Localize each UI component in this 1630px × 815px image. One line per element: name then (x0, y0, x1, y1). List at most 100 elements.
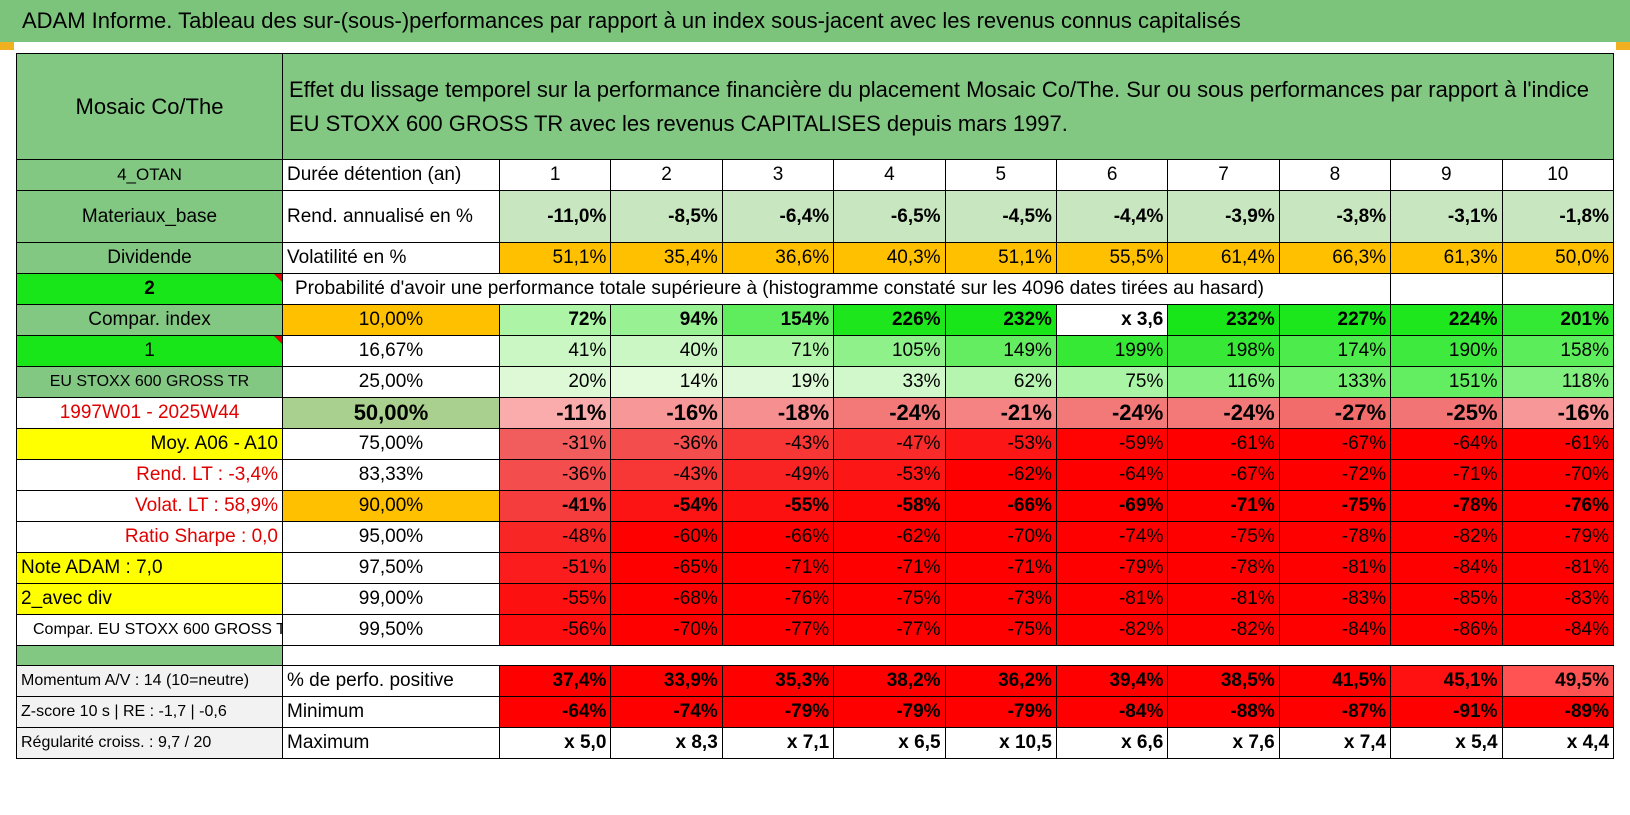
bottom-row: Z-score 10 s | RE : -1,7 | -0,6 Minimum -6… (16, 696, 1615, 728)
left-label[interactable]: 1 (16, 335, 283, 367)
left-label[interactable]: Note ADAM : 7,0 (16, 552, 283, 584)
quantile-cell: -78% (1167, 552, 1280, 584)
left-label[interactable]: Moy. A06 - A10 (16, 428, 283, 460)
quantile-row: Rend. LT : -3,4% 83,33% -36% -43% -49% -53% -6… (16, 459, 1615, 491)
quantile-cell: -78% (1390, 490, 1503, 522)
row-label: Maximum (282, 727, 500, 759)
fund-name[interactable]: Mosaic Co/The (16, 53, 283, 160)
probability-title: Probabilité d'avoir une performance tota… (295, 278, 1264, 299)
bottom-row: Régularité croiss. : 9,7 / 20 Maximum x 5,… (16, 727, 1615, 759)
quantile-pct: 95,00% (282, 521, 500, 553)
quantile-cell: -51% (498, 552, 612, 584)
volatility-cell: 61,3% (1390, 242, 1503, 274)
quantile-cell: -71% (944, 552, 1057, 584)
quantile-cell: 199% (1055, 335, 1169, 367)
quantile-cell: 33% (833, 366, 946, 398)
duration-cell: 9 (1390, 159, 1503, 191)
return-cell: -1,8% (1501, 190, 1615, 243)
quantile-cell: -82% (1390, 521, 1503, 553)
quantile-cell: -71% (1167, 490, 1280, 522)
quantile-pct: 16,67% (282, 335, 500, 367)
quantile-cell: -81% (1055, 583, 1169, 615)
bottom-cell: 38,5% (1167, 665, 1280, 697)
quantile-pct: 97,50% (282, 552, 500, 584)
left-label[interactable]: 4_OTAN (16, 159, 283, 191)
quantile-cell: -58% (833, 490, 946, 522)
return-cell: -3,8% (1278, 190, 1392, 243)
left-label[interactable]: 2 (16, 273, 283, 305)
empty-cell (1390, 273, 1503, 305)
bottom-cell: 38,2% (833, 665, 946, 697)
quantile-cell: -66% (721, 521, 835, 553)
empty-cell (1501, 273, 1615, 305)
bottom-left-label[interactable]: Momentum A/V : 14 (10=neutre) (16, 665, 283, 697)
bottom-cell: -89% (1501, 696, 1615, 728)
duration-cell: 6 (1055, 159, 1169, 191)
left-label[interactable]: Materiaux_base (16, 190, 283, 243)
volatility-cell: 50,0% (1501, 242, 1615, 274)
volatility-cell: 51,1% (498, 242, 612, 274)
left-label[interactable]: 1997W01 - 2025W44 (16, 397, 283, 429)
row-label: Rend. annualisé en % (282, 190, 500, 243)
quantile-cell: -70% (610, 614, 723, 646)
quantile-cell: 227% (1278, 304, 1392, 336)
left-label[interactable]: 2_avec div (16, 583, 283, 615)
left-label[interactable]: Dividende (16, 242, 283, 274)
quantile-row: Note ADAM : 7,0 97,50% -51% -65% -71% -71% -71… (16, 552, 1615, 584)
quantile-cell: 133% (1278, 366, 1392, 398)
bottom-cell: 37,4% (498, 665, 612, 697)
quantile-pct: 75,00% (282, 428, 500, 460)
quantile-cell: -62% (944, 459, 1057, 491)
quantile-cell: -66% (944, 490, 1057, 522)
bottom-cell: x 4,4 (1501, 727, 1615, 759)
volatility-cell: 66,3% (1278, 242, 1392, 274)
quantile-row: Volat. LT : 58,9% 90,00% -41% -54% -55% -58% -… (16, 490, 1615, 522)
quantile-pct: 25,00% (282, 366, 500, 398)
left-label[interactable]: Compar. EU STOXX 600 GROSS TR (16, 614, 283, 646)
quantile-cell: 226% (833, 304, 946, 336)
quantile-cell: -71% (833, 552, 946, 584)
left-label[interactable]: EU STOXX 600 GROSS TR (16, 366, 283, 398)
table-description: Effet du lissage temporel sur la perform… (281, 53, 1615, 160)
bottom-cell: -79% (833, 696, 946, 728)
volatility-cell: 40,3% (833, 242, 946, 274)
left-label[interactable]: Rend. LT : -3,4% (16, 459, 283, 491)
quantile-cell: -67% (1167, 459, 1280, 491)
quantile-cell: -64% (1055, 459, 1169, 491)
quantile-cell: -69% (1055, 490, 1169, 522)
left-label[interactable]: Compar. index (16, 304, 283, 336)
left-label[interactable]: Volat. LT : 58,9% (16, 490, 283, 522)
quantile-cell: -70% (1501, 459, 1615, 491)
quantile-cell: -24% (1167, 397, 1280, 429)
probability-title-row: 2 Probabilité d'avoir une performance to… (16, 273, 1615, 305)
volatility-cell: 36,6% (721, 242, 835, 274)
duration-cell: 5 (944, 159, 1057, 191)
bottom-cell: -64% (498, 696, 612, 728)
return-cell: -4,4% (1055, 190, 1169, 243)
bottom-cell: 45,1% (1390, 665, 1503, 697)
bottom-left-label[interactable]: Z-score 10 s | RE : -1,7 | -0,6 (16, 696, 283, 728)
row-label: Volatilité en % (282, 242, 500, 274)
quantile-cell: -76% (1501, 490, 1615, 522)
spacer-green (16, 645, 283, 666)
quantile-pct: 83,33% (282, 459, 500, 491)
bottom-cell: -88% (1167, 696, 1280, 728)
bottom-cell: -84% (1055, 696, 1169, 728)
spacer-row (16, 645, 1614, 666)
quantile-pct: 99,00% (282, 583, 500, 615)
report-title: ADAM Informe. Tableau des sur-(sous-)per… (0, 0, 1630, 42)
quantile-cell: 116% (1167, 366, 1280, 398)
quantile-cell: -85% (1390, 583, 1503, 615)
bottom-cell: x 6,5 (833, 727, 946, 759)
quantile-pct: 99,50% (282, 614, 500, 646)
quantile-cell: -86% (1390, 614, 1503, 646)
quantile-cell: -11% (498, 397, 612, 429)
bottom-cell: -74% (610, 696, 723, 728)
quantile-cell: -49% (721, 459, 835, 491)
quantile-cell: -75% (1167, 521, 1280, 553)
left-label[interactable]: Ratio Sharpe : 0,0 (16, 521, 283, 553)
bottom-cell: 39,4% (1055, 665, 1169, 697)
quantile-cell: -55% (498, 583, 612, 615)
quantile-cell: -21% (944, 397, 1057, 429)
bottom-left-label[interactable]: Régularité croiss. : 9,7 / 20 (16, 727, 283, 759)
